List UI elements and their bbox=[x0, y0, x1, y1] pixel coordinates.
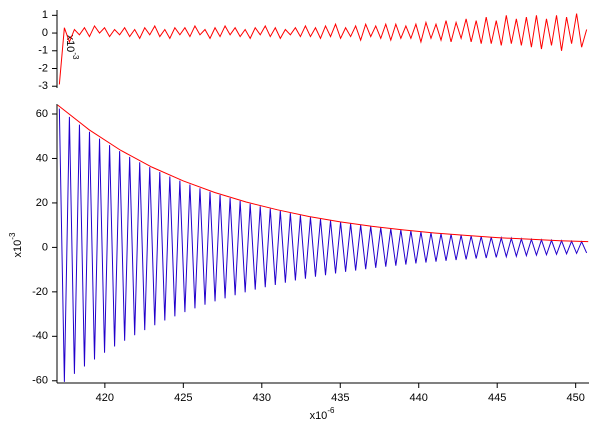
x-axis-label-base: x10 bbox=[310, 410, 328, 422]
data-line bbox=[58, 13, 588, 85]
y-tick-label: 0 bbox=[42, 27, 48, 39]
y-tick-label: 40 bbox=[36, 152, 48, 164]
y-tick-label: -60 bbox=[32, 375, 48, 387]
y-tick-label: -40 bbox=[32, 330, 48, 342]
y-tick-label: -2 bbox=[38, 62, 48, 74]
y-tick-label: -3 bbox=[38, 80, 48, 92]
y-axis-label-base: x10 bbox=[12, 240, 24, 258]
x-axis-label-exponent: -6 bbox=[327, 406, 335, 415]
x-tick-label: 420 bbox=[96, 392, 114, 404]
y-tick-label: 60 bbox=[36, 108, 48, 120]
x-tick-label: 450 bbox=[566, 392, 584, 404]
x-tick-label: 430 bbox=[253, 392, 271, 404]
x-tick-label: 425 bbox=[174, 392, 192, 404]
y-tick-label: 20 bbox=[36, 197, 48, 209]
x-tick-label: 440 bbox=[410, 392, 428, 404]
y-axis-label: x10-3 bbox=[8, 232, 24, 257]
y-tick-label: 0 bbox=[42, 241, 48, 253]
data-line bbox=[57, 104, 589, 243]
x-tick-label: 435 bbox=[331, 392, 349, 404]
x-axis-label: x10-6 bbox=[310, 406, 335, 422]
y-axis-label-base: x10 bbox=[64, 35, 76, 53]
y-axis-label-exponent: -3 bbox=[8, 232, 17, 240]
y-tick-label: 1 bbox=[42, 9, 48, 21]
y-axis-label-exponent: -3 bbox=[71, 52, 80, 60]
x-tick-label: 445 bbox=[488, 392, 506, 404]
y-tick-label: -1 bbox=[38, 45, 48, 57]
data-line bbox=[58, 108, 588, 382]
y-axis-label: x10-3 bbox=[64, 35, 80, 60]
y-tick-label: -20 bbox=[32, 286, 48, 298]
